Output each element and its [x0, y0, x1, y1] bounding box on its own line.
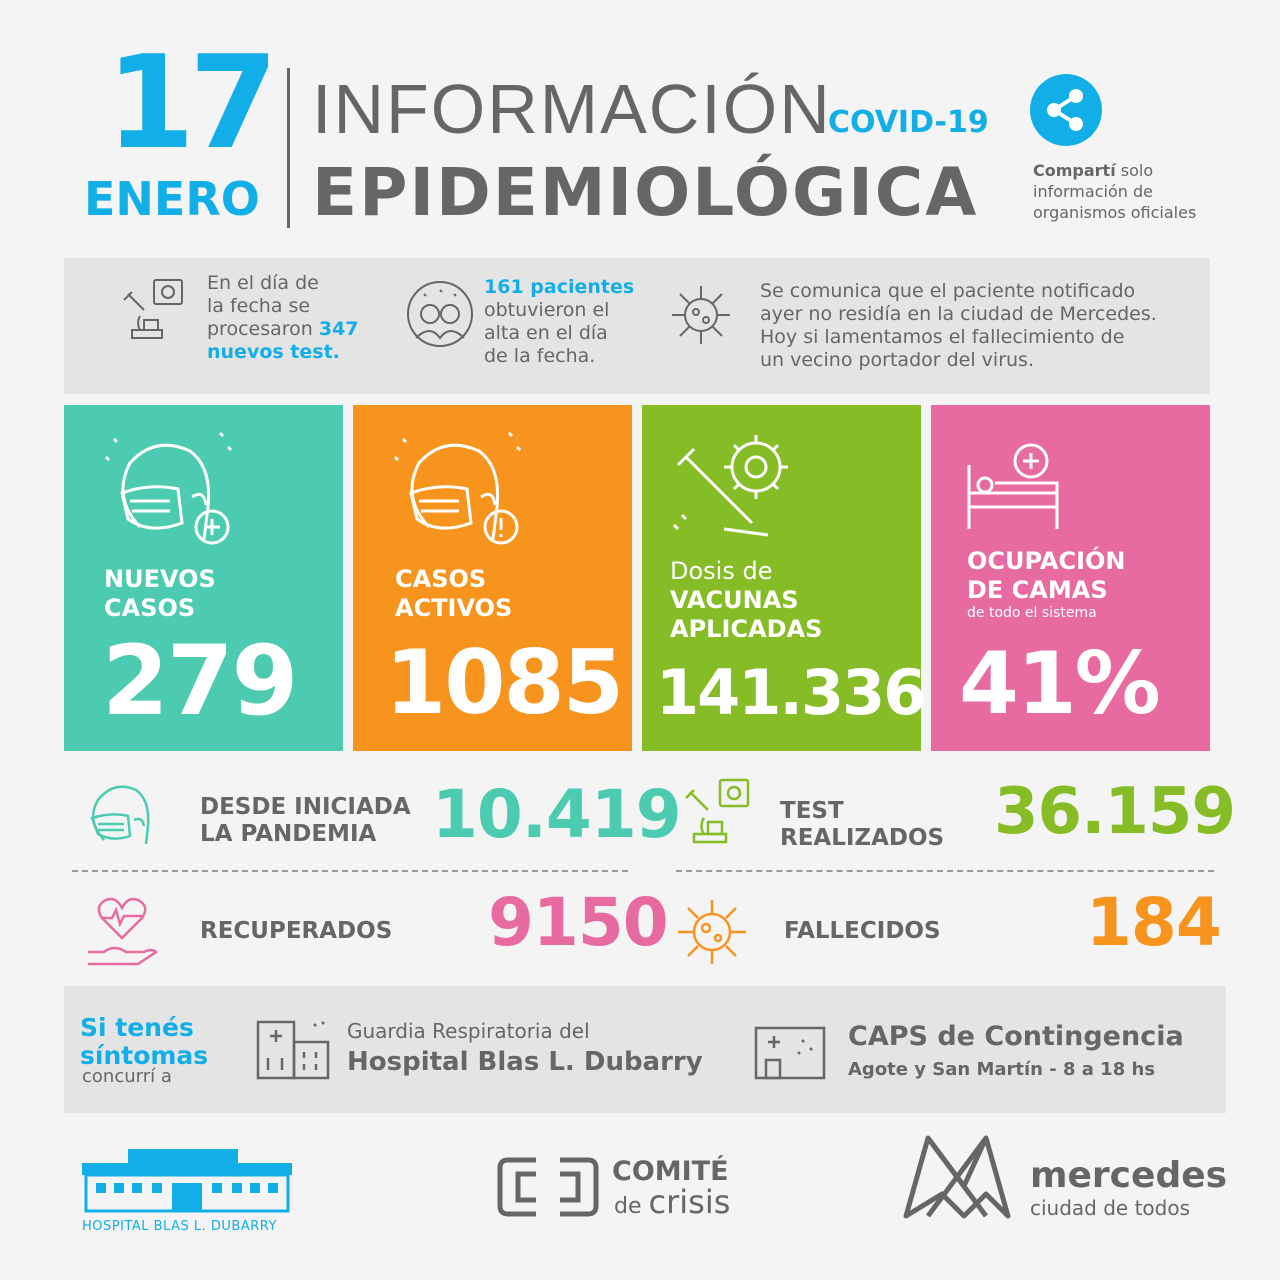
- hospital-building-icon: [256, 1020, 330, 1080]
- share-note-line2: información de: [1033, 182, 1153, 201]
- share-note-rest: solo: [1115, 161, 1154, 180]
- hospital-logo-text: HOSPITAL BLAS L. DUBARRY: [82, 1219, 277, 1234]
- comite-line2-b: crisis: [648, 1183, 731, 1221]
- tile-beds-value: 41%: [959, 634, 1161, 734]
- stat-since-pandemic-l2: LA PANDEMIA: [200, 821, 377, 847]
- hospital-pre: Guardia Respiratoria del: [347, 1019, 590, 1043]
- tile-active-cases-l1: CASOS: [395, 565, 487, 593]
- tile-vaccines-l2: APLICADAS: [670, 615, 823, 643]
- info-tests-l1: En el día de: [207, 272, 319, 294]
- comite-line1: COMITÉ: [612, 1156, 729, 1187]
- info-discharged-bold: 161 pacientes: [484, 276, 635, 298]
- caps-detail: Agote y San Martín - 8 a 18 hs: [848, 1059, 1156, 1080]
- divider-left: [72, 870, 628, 872]
- comite-logo-icon: [497, 1157, 599, 1217]
- tile-beds-l1: OCUPACIÓN: [967, 547, 1126, 575]
- masked-face-icon: [90, 785, 150, 845]
- stat-recovered-value: 9150: [488, 884, 669, 961]
- virus-orange-icon: [678, 900, 746, 964]
- virus-icon: [672, 286, 730, 344]
- masked-face-plus-icon: [104, 431, 233, 545]
- tile-new-cases-label: NUEVOS CASOS: [104, 565, 216, 623]
- share-note-bold: Compartí: [1033, 161, 1116, 180]
- tile-vaccines: Dosis de VACUNAS APLICADAS 141.336: [642, 405, 926, 751]
- tile-vaccines-pre: Dosis de: [670, 557, 773, 585]
- mercedes-line1: mercedes: [1030, 1155, 1228, 1196]
- stat-recovered-label: RECUPERADOS: [200, 918, 393, 944]
- stat-tests-l2: REALIZADOS: [780, 825, 945, 851]
- date-month: ENERO: [84, 172, 260, 226]
- date-day: 17: [106, 29, 278, 178]
- info-discharged-l2: obtuvieron el: [484, 299, 610, 321]
- symptoms-l3: concurrí a: [82, 1066, 172, 1087]
- info-notice: Se comunica que el paciente notificado a…: [760, 280, 1157, 372]
- info-tests-count: 347: [318, 318, 359, 340]
- tile-active-cases-label: CASOS ACTIVOS: [395, 565, 512, 623]
- tile-new-cases: NUEVOS CASOS 279: [64, 405, 343, 751]
- tile-vaccines-value: 141.336: [656, 656, 926, 729]
- tile-active-cases-l2: ACTIVOS: [395, 594, 513, 622]
- caps-title: CAPS de Contingencia: [848, 1021, 1184, 1052]
- info-tests-l3: procesaron: [207, 318, 319, 340]
- stat-since-pandemic-l1: DESDE INICIADA: [200, 794, 411, 820]
- share-note: Compartí solo información de organismos …: [1033, 160, 1253, 223]
- hospital-logo-icon: [82, 1149, 292, 1213]
- symptoms-heading: Si tenés síntomas: [80, 1014, 208, 1070]
- info-tests-l4: nuevos test.: [207, 341, 340, 363]
- covid-tag: COVID-19: [828, 105, 989, 140]
- tile-vaccines-label: VACUNAS APLICADAS: [670, 586, 822, 644]
- share-note-line3: organismos oficiales: [1033, 203, 1197, 222]
- heart-hand-icon: [88, 897, 158, 966]
- info-notice-l2: ayer no residía en la ciudad de Mercedes…: [760, 303, 1157, 325]
- caps-building-icon: [754, 1026, 826, 1080]
- info-notice-l3: Hoy si lamentamos el fallecimiento de: [760, 326, 1125, 348]
- comite-line2-a: de: [614, 1194, 649, 1219]
- info-tests-l2: la fecha se: [207, 295, 311, 317]
- patients-icon: [407, 281, 473, 347]
- stat-tests-value: 36.159: [994, 775, 1236, 849]
- tile-beds-sub: de todo el sistema: [967, 605, 1097, 621]
- title-line-1: INFORMACIÓN: [312, 70, 832, 148]
- stat-deceased-value: 184: [1086, 884, 1222, 961]
- tile-new-cases-l2: CASOS: [104, 594, 196, 622]
- comite-line2: de crisis: [614, 1186, 730, 1218]
- tile-new-cases-l1: NUEVOS: [104, 565, 216, 593]
- tile-active-cases-value: 1085: [385, 631, 624, 734]
- mercedes-line2: ciudad de todos: [1030, 1196, 1191, 1220]
- symptoms-l2: síntomas: [80, 1041, 209, 1070]
- tile-beds-l2: DE CAMAS: [967, 576, 1108, 604]
- divider-right: [676, 870, 1214, 872]
- stat-tests-label: TEST REALIZADOS: [780, 798, 944, 852]
- stat-tests-l1: TEST: [780, 798, 844, 824]
- share-icon[interactable]: [1030, 74, 1102, 146]
- stat-since-pandemic-value: 10.419: [432, 776, 682, 853]
- stat-since-pandemic-label: DESDE INICIADA LA PANDEMIA: [200, 794, 411, 848]
- info-tests: En el día de la fecha se procesaron 347 …: [207, 272, 359, 364]
- masked-face-alert-icon: [393, 431, 522, 545]
- stat-deceased-label: FALLECIDOS: [784, 918, 941, 944]
- symptoms-l1: Si tenés: [80, 1013, 194, 1042]
- microscope-green-icon: [685, 778, 750, 844]
- info-notice-l1: Se comunica que el paciente notificado: [760, 280, 1136, 302]
- title-line-2: EPIDEMIOLÓGICA: [312, 154, 979, 231]
- info-discharged-l4: de la fecha.: [484, 345, 596, 367]
- syringe-virus-icon: [672, 435, 788, 537]
- info-notice-l4: un vecino portador del virus.: [760, 349, 1034, 371]
- tile-vaccines-l1: VACUNAS: [670, 586, 799, 614]
- microscope-icon: [123, 279, 183, 339]
- info-discharged-l3: alta en el día: [484, 322, 608, 344]
- info-band: [64, 258, 1210, 394]
- header-divider: [287, 68, 290, 228]
- hospital-bed-icon: [967, 443, 1059, 529]
- tile-beds: OCUPACIÓN DE CAMAS de todo el sistema 41…: [931, 405, 1210, 751]
- info-discharged: 161 pacientes obtuvieron el alta en el d…: [484, 276, 634, 368]
- tile-new-cases-value: 279: [102, 625, 298, 737]
- mercedes-logo-icon: [903, 1135, 1011, 1219]
- hospital-name: Hospital Blas L. Dubarry: [347, 1047, 703, 1077]
- tile-active-cases: CASOS ACTIVOS 1085: [353, 405, 632, 751]
- tile-beds-label: OCUPACIÓN DE CAMAS: [967, 547, 1126, 605]
